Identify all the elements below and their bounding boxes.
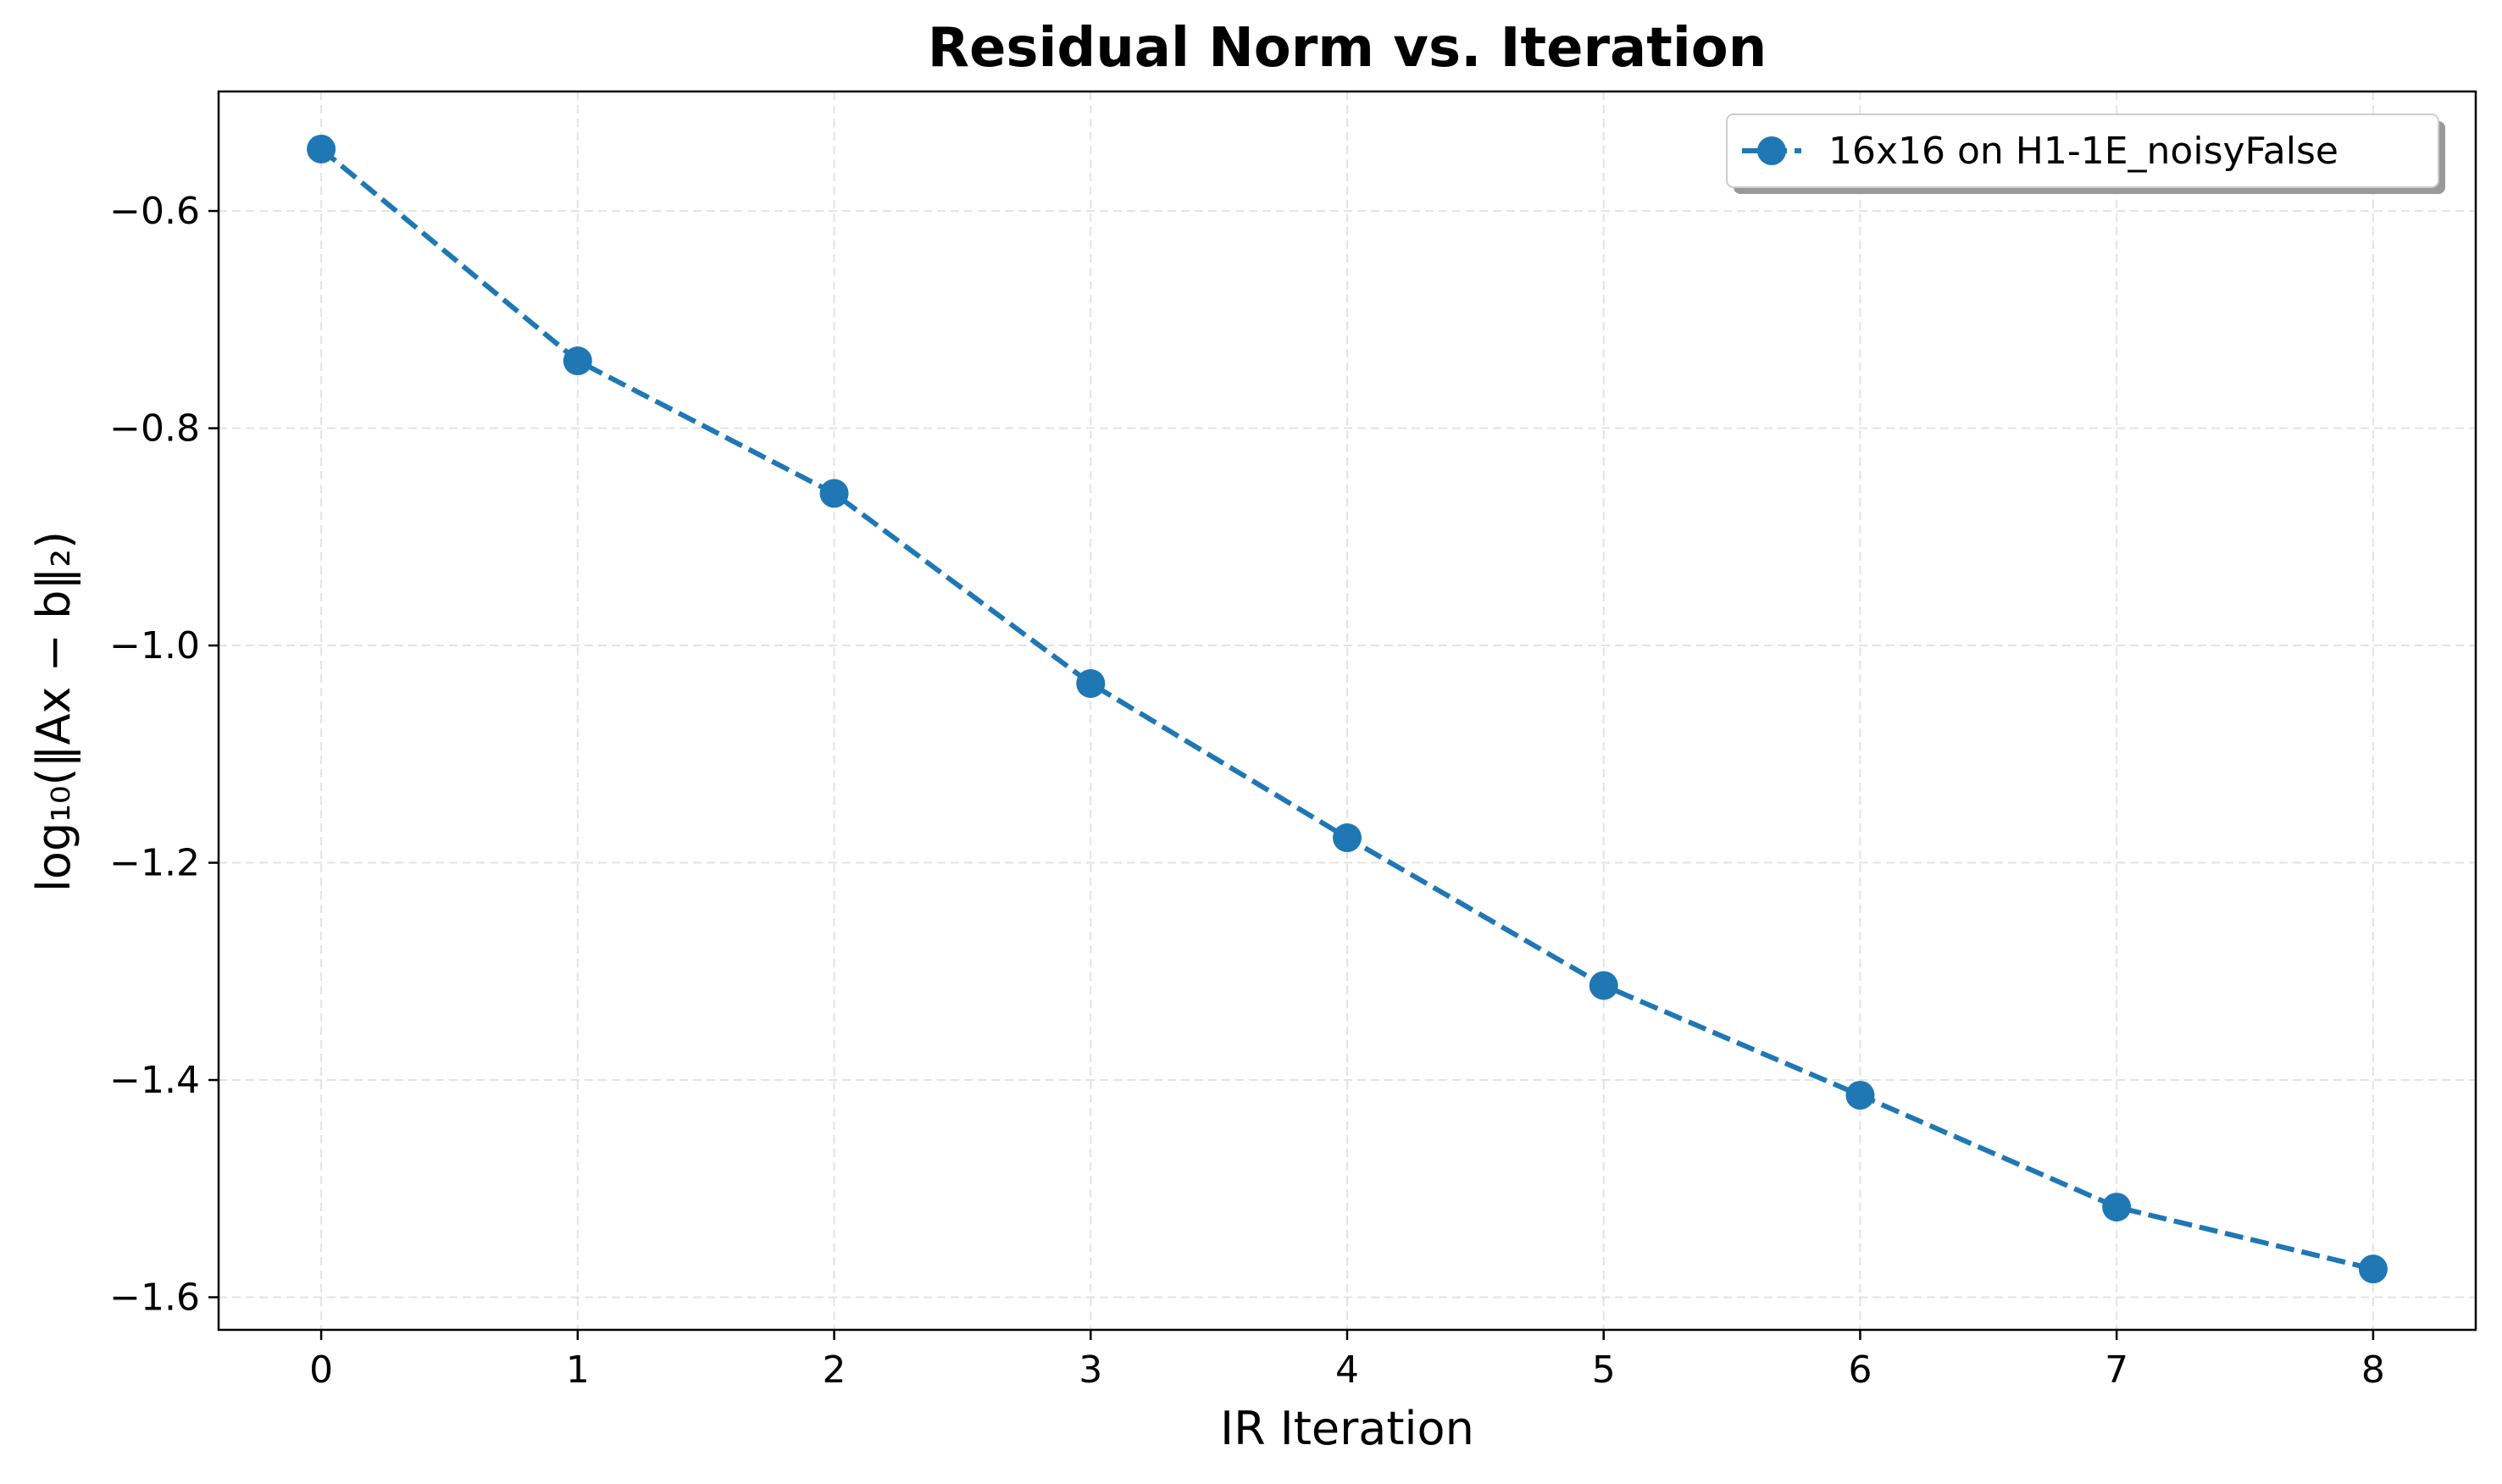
y-axis-label: log₁₀(‖Ax − b‖₂) — [27, 531, 80, 892]
data-point — [563, 346, 592, 376]
series-layer — [307, 134, 2388, 1284]
x-tick-label: 7 — [2105, 1348, 2128, 1392]
x-axis-label: IR Iteration — [1220, 1402, 1474, 1455]
x-tick-label: 1 — [566, 1348, 590, 1392]
legend-label: 16x16 on H1-1E_noisyFalse — [1828, 130, 2338, 173]
x-tick-label: 5 — [1592, 1348, 1616, 1392]
x-tick-label: 8 — [2361, 1348, 2385, 1392]
data-point — [1076, 668, 1106, 698]
y-tick-label: −1.2 — [109, 842, 200, 885]
data-point — [2102, 1193, 2132, 1222]
x-tick-label: 0 — [309, 1348, 333, 1392]
x-tick-label: 6 — [1848, 1348, 1872, 1392]
data-point — [1845, 1080, 1875, 1110]
y-tick-label: −0.6 — [109, 190, 200, 233]
legend: 16x16 on H1-1E_noisyFalse — [1726, 114, 2445, 194]
data-point — [1333, 823, 1362, 853]
legend-marker-swatch — [1757, 136, 1786, 165]
data-point — [307, 134, 336, 163]
x-tick-label: 3 — [1079, 1348, 1102, 1392]
y-tick-label: −1.6 — [109, 1276, 200, 1320]
chart-title: Residual Norm vs. Iteration — [928, 17, 1767, 80]
grid — [219, 91, 2476, 1330]
data-point — [1589, 971, 1618, 1000]
legend-box — [1726, 114, 2439, 188]
data-point — [2358, 1254, 2388, 1284]
x-tick-label: 4 — [1335, 1348, 1359, 1392]
y-tick-label: −0.8 — [109, 407, 200, 451]
y-tick-label: −1.4 — [109, 1059, 200, 1102]
axis-ticks: 0 1 2 3 4 5 6 7 8 −0.6 −0.8 −1.0 −1.2 −1.4 −1.6 — [109, 190, 2385, 1392]
x-tick-label: 2 — [823, 1348, 846, 1392]
data-point — [819, 479, 849, 508]
y-tick-label: −1.0 — [109, 624, 200, 667]
